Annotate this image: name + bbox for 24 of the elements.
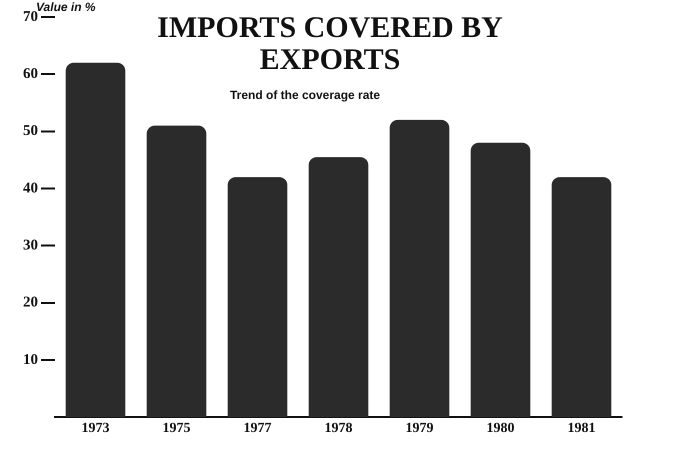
bar (552, 177, 612, 418)
x-tick-label: 1979 (406, 421, 434, 436)
bar (146, 126, 206, 418)
bar (308, 157, 368, 418)
x-tick-label: 1973 (82, 421, 110, 436)
y-axis-title: Value in % (36, 0, 96, 14)
bar (66, 62, 126, 418)
x-tick-label: 1975 (162, 421, 190, 436)
chart-title: IMPORTS COVERED BY EXPORTS (156, 11, 504, 76)
text: Trend of the coverage rate (230, 88, 380, 102)
x-tick-label: 1977 (244, 421, 272, 436)
x-tick-label: 1980 (486, 421, 514, 436)
y-tick-label: 40 (23, 180, 38, 196)
y-tick-label: 10 (23, 352, 38, 368)
y-tick-label: 20 (23, 294, 38, 311)
y-tick-label: 50 (23, 123, 38, 140)
x-tick-label: 1978 (324, 421, 352, 436)
y-tick-label: 30 (23, 238, 38, 254)
bar (470, 142, 530, 418)
x-tick-label: 1981 (568, 421, 596, 436)
y-tick-label: 60 (23, 66, 38, 82)
y-tick-label: 70 (23, 8, 38, 25)
bar (228, 177, 288, 418)
bar (390, 120, 450, 418)
